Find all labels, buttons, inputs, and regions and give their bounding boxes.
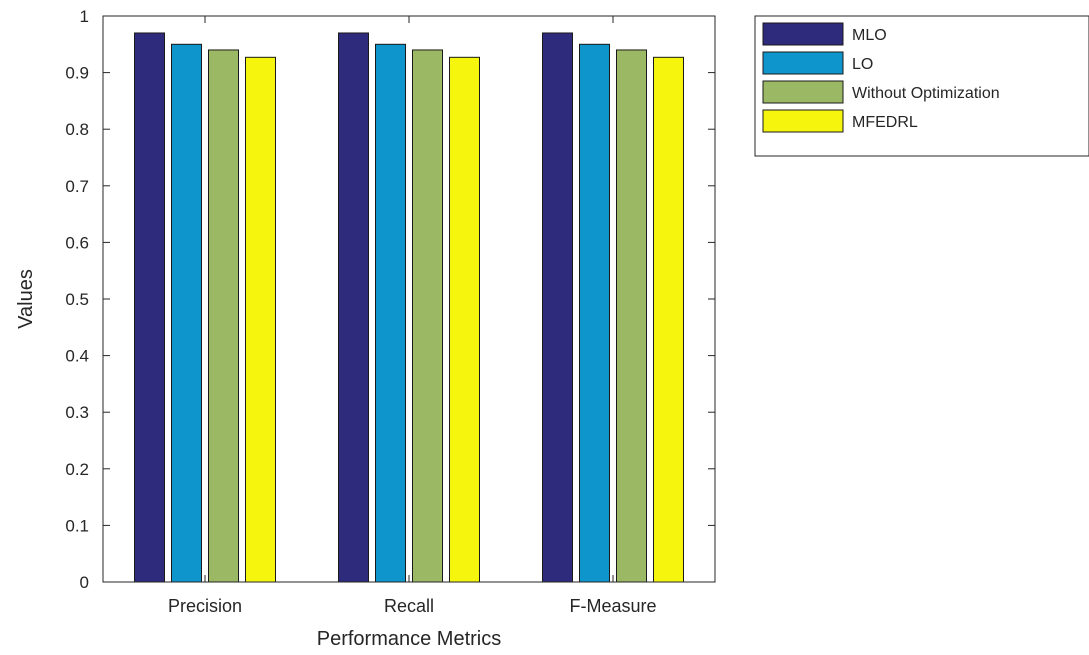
legend-swatch <box>762 22 844 46</box>
bar-mlo-precision <box>134 32 165 583</box>
bar-mlo-recall <box>338 32 369 583</box>
y-tick-label: 0.7 <box>65 177 89 196</box>
x-tick-label: Recall <box>384 596 434 616</box>
plot-area <box>103 16 715 582</box>
bar-lo-precision <box>171 43 202 583</box>
y-tick-label: 0.5 <box>65 290 89 309</box>
legend-label: MLO <box>852 27 887 44</box>
y-axis-title: Values <box>15 269 37 329</box>
x-tick-label: F-Measure <box>569 596 656 616</box>
y-tick-label: 0.6 <box>65 233 89 252</box>
y-tick-label: 0.3 <box>65 403 89 422</box>
legend-label: MFEDRL <box>852 114 918 131</box>
y-axis: 0 0.1 0.2 0.3 0.4 0.5 0.6 0.7 0.8 0.9 1 <box>65 7 715 592</box>
y-tick-label: 0.9 <box>65 64 89 83</box>
x-tick-label: Precision <box>168 596 242 616</box>
y-tick-label: 0.4 <box>65 347 89 366</box>
bar-mfedrl-recall <box>449 56 480 583</box>
y-tick-label: 0.8 <box>65 120 89 139</box>
y-tick-label: 1 <box>80 7 89 26</box>
x-axis: Precision Recall F-Measure <box>168 16 657 616</box>
y-tick-label: 0 <box>80 573 89 592</box>
bar-without-optimization-precision <box>208 49 239 583</box>
y-tick-label: 0.2 <box>65 460 89 479</box>
legend-swatch <box>762 109 844 133</box>
bar-mfedrl-precision <box>245 56 276 583</box>
bar-without-optimization-f-measure <box>616 49 647 583</box>
legend-swatch <box>762 51 844 75</box>
bar-lo-f-measure <box>579 43 610 583</box>
legend-label: Without Optimization <box>852 85 1000 102</box>
bar-mfedrl-f-measure <box>653 56 684 583</box>
legend: MLO LO Without Optimization MFEDRL <box>754 15 1089 157</box>
bar-lo-recall <box>375 43 406 583</box>
bars-group <box>134 32 684 583</box>
bar-without-optimization-recall <box>412 49 443 583</box>
legend-swatch <box>762 80 844 104</box>
legend-label: LO <box>852 56 873 73</box>
x-axis-title: Performance Metrics <box>317 628 502 650</box>
y-tick-label: 0.1 <box>65 516 89 535</box>
bar-mlo-f-measure <box>542 32 573 583</box>
